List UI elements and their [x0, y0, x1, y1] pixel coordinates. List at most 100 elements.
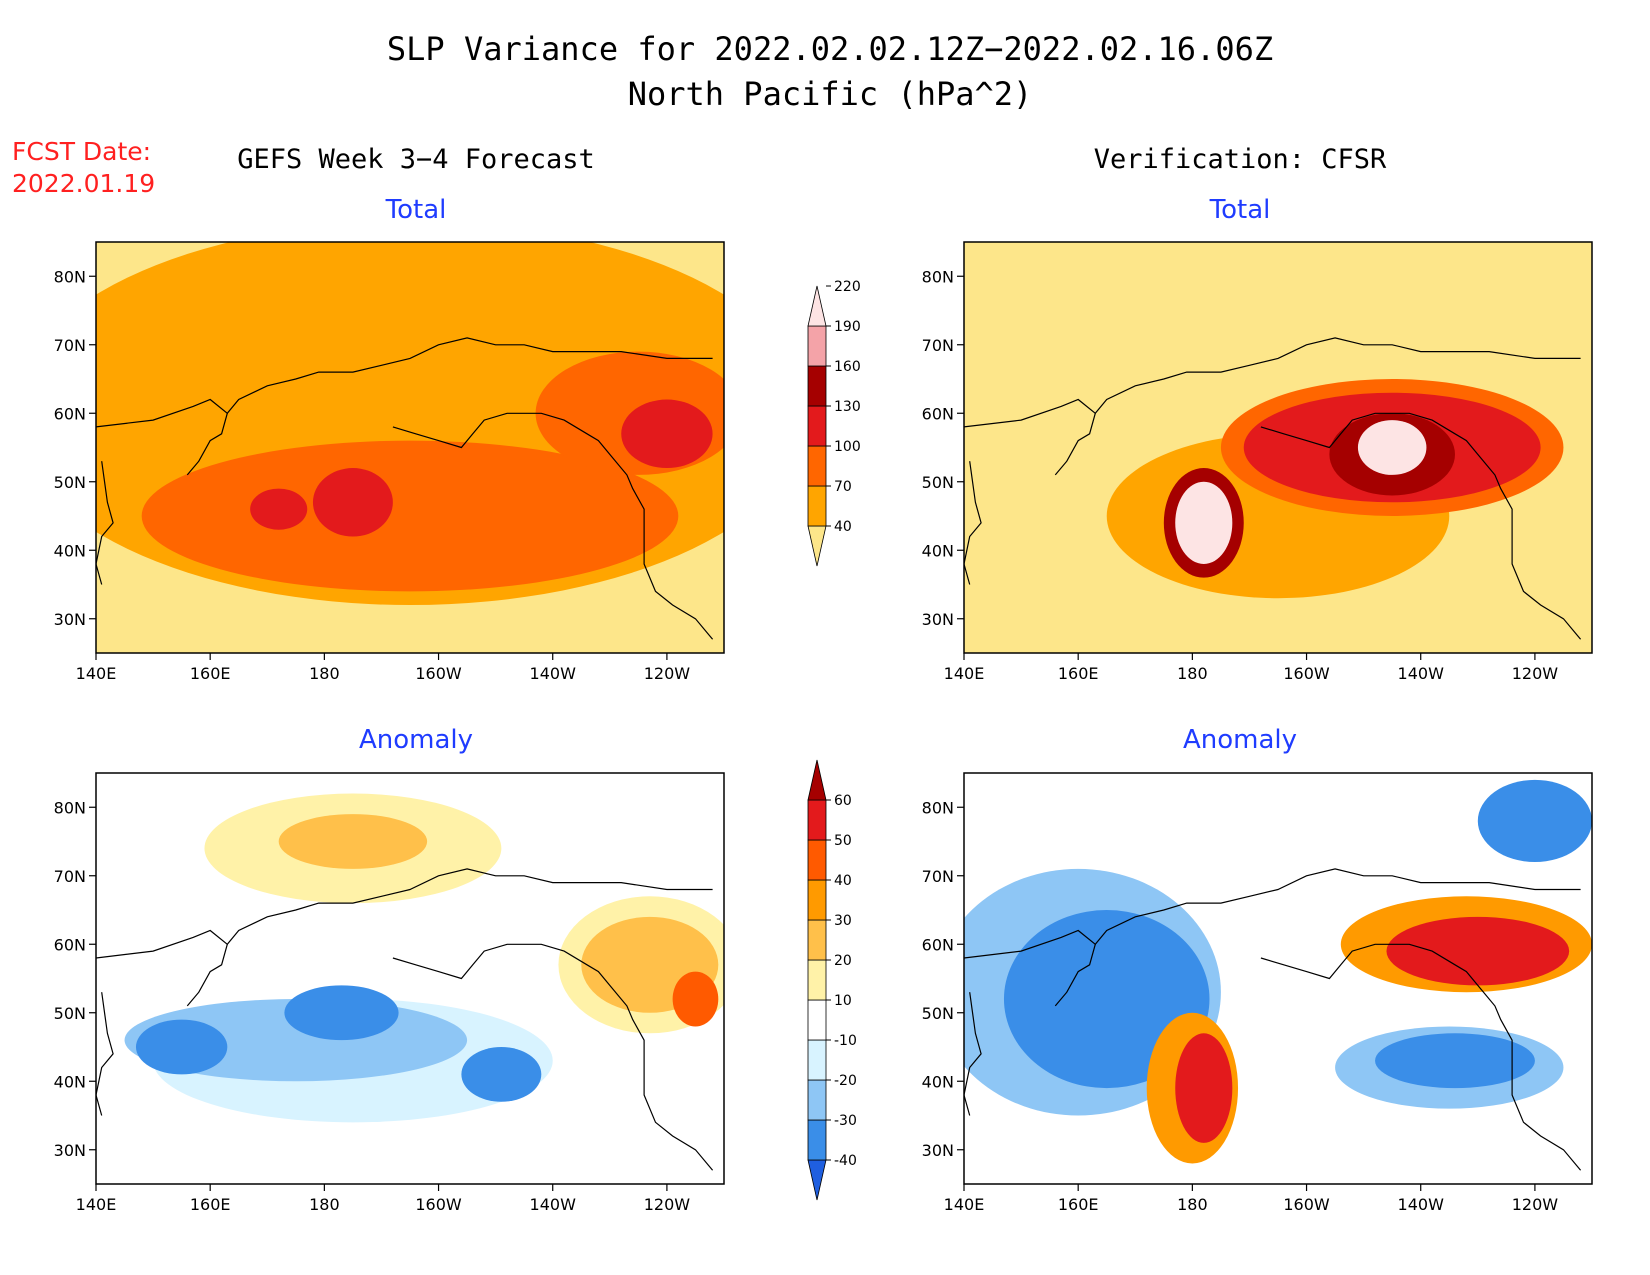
colorbar-label: 70 — [834, 479, 852, 495]
y-tick-label: 50N — [54, 473, 86, 492]
fcst-date-value: 2022.01.19 — [12, 169, 155, 198]
y-tick-label: 30N — [922, 610, 954, 629]
panel-title-forecast-anomaly: Anomaly — [359, 725, 473, 755]
plot-frame — [963, 241, 1593, 654]
colorbar-swatch — [807, 1119, 827, 1161]
colorbar-swatch — [807, 485, 827, 527]
coastline — [964, 461, 982, 585]
coastline — [96, 868, 713, 959]
x-tick-label: 160E — [1058, 664, 1099, 683]
contour-region — [278, 814, 428, 869]
contour-region — [135, 1019, 228, 1075]
contour-region — [284, 985, 399, 1041]
colorbar-swatch — [807, 959, 827, 1001]
x-tick-label: 180 — [1177, 664, 1208, 683]
y-tick-label: 60N — [54, 935, 86, 954]
y-tick-label: 40N — [54, 1072, 86, 1091]
y-tick-label: 80N — [54, 267, 86, 286]
total-colorbar: 40 70 100 130 160 190 220 — [807, 279, 861, 567]
colorbar-label: 50 — [834, 833, 852, 849]
anomaly-colorbar: -40 -30 -20 -10 10 20 30 40 50 60 — [807, 759, 857, 1201]
x-tick-label: 180 — [309, 664, 340, 683]
y-tick-label: 50N — [54, 1004, 86, 1023]
coastline — [96, 461, 114, 585]
contour-field — [96, 242, 724, 653]
colorbar-swatch — [807, 799, 827, 841]
colorbar-label: 60 — [834, 793, 852, 809]
colorbar-swatch — [807, 445, 827, 487]
y-tick-label: 70N — [54, 867, 86, 886]
y-tick-label: 70N — [922, 867, 954, 886]
y-tick-label: 30N — [54, 1141, 86, 1160]
colorbar-label: 130 — [834, 399, 861, 415]
x-tick-label: 140E — [76, 1195, 117, 1214]
colorbar-swatch — [807, 525, 827, 567]
contour-region — [621, 399, 713, 469]
main-title-line2: North Pacific (hPa^2) — [628, 75, 1033, 113]
x-tick-label: 140E — [944, 664, 985, 683]
contour-region — [1175, 481, 1233, 564]
contour-region — [1386, 916, 1570, 986]
x-tick-label: 160E — [190, 1195, 231, 1214]
x-tick-label: 180 — [309, 1195, 340, 1214]
colorbar-label: 190 — [834, 319, 861, 335]
y-tick-label: 30N — [54, 610, 86, 629]
fcst-date-label: FCST Date: — [12, 137, 151, 166]
plot-frame — [95, 241, 725, 654]
y-tick-label: 60N — [922, 935, 954, 954]
coastline — [964, 868, 1581, 959]
colorbar-label: 160 — [834, 359, 861, 375]
panel-title-forecast-total: Total — [385, 195, 447, 225]
y-tick-label: 40N — [922, 1072, 954, 1091]
contour-field — [96, 773, 724, 1184]
contour-region — [312, 468, 393, 537]
colorbar-label: -10 — [834, 1033, 857, 1049]
x-tick-label: 140W — [530, 1195, 577, 1214]
x-tick-label: 160E — [190, 664, 231, 683]
y-tick-label: 80N — [922, 798, 954, 817]
coastline — [392, 412, 714, 640]
colorbar-label: 220 — [834, 279, 861, 295]
plot-frame — [963, 772, 1593, 1185]
x-tick-label: 160W — [1283, 1195, 1330, 1214]
colorbar-label: -40 — [834, 1153, 857, 1169]
coastline — [1054, 413, 1096, 476]
right-column-title: Verification: CFSR — [1094, 144, 1387, 175]
colorbar-swatch — [807, 999, 827, 1041]
contour-region — [461, 1047, 542, 1102]
y-tick-label: 70N — [922, 336, 954, 355]
contour-region — [250, 488, 308, 530]
map-panel-verification-anomaly: 140E 160E 180 160W 140W 120W 30N 40N 50N 60N 70N 80… — [922, 772, 1593, 1214]
x-tick-label: 140E — [76, 664, 117, 683]
coastline — [1260, 412, 1582, 640]
map-panel-forecast-total: 140E 160E 180 160W 140W 120W 30N 40N 50N 60N 70N 80… — [54, 241, 725, 683]
map-panel-forecast-anomaly: 140E 160E 180 160W 140W 120W 30N 40N 50N 60N 70N 80… — [54, 772, 725, 1214]
main-title-line1: SLP Variance for 2022.02.02.12Z−2022.02.… — [387, 30, 1273, 68]
x-tick-label: 120W — [644, 664, 691, 683]
x-tick-label: 120W — [644, 1195, 691, 1214]
x-tick-label: 160W — [415, 1195, 462, 1214]
coastline — [186, 413, 228, 476]
colorbar-label: 30 — [834, 913, 852, 929]
contour-region — [1175, 1033, 1233, 1143]
colorbar-label: 40 — [834, 873, 852, 889]
coastline — [1054, 944, 1096, 1007]
left-column-title: GEFS Week 3−4 Forecast — [237, 144, 595, 175]
y-tick-label: 70N — [54, 336, 86, 355]
x-tick-label: 140W — [1398, 664, 1445, 683]
contour-region — [1375, 1033, 1535, 1089]
y-tick-label: 40N — [922, 541, 954, 560]
colorbar-swatch — [807, 325, 827, 367]
contour-region — [141, 440, 679, 592]
colorbar-swatch — [807, 405, 827, 447]
colorbar-swatch — [807, 919, 827, 961]
contour-region — [672, 971, 719, 1027]
plot-frame — [95, 772, 725, 1185]
x-tick-label: 120W — [1512, 1195, 1559, 1214]
colorbar-swatch — [807, 285, 827, 327]
colorbar-label: 20 — [834, 953, 852, 969]
colorbar-label: -30 — [834, 1113, 857, 1129]
coastline — [392, 943, 714, 1171]
panel-title-verification-total: Total — [1209, 195, 1271, 225]
